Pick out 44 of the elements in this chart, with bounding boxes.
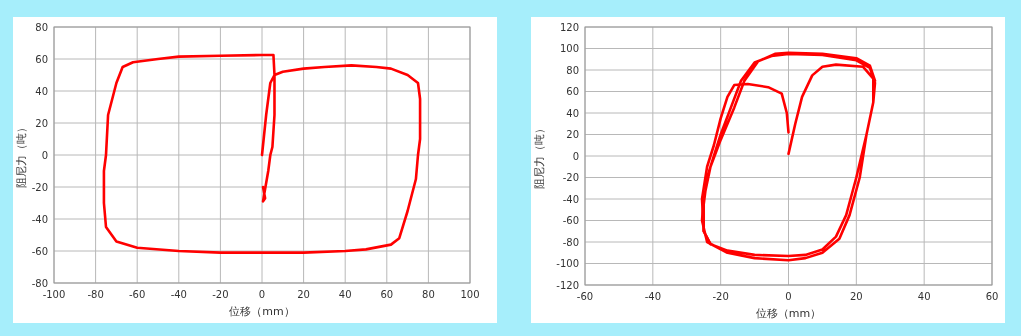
x-tick-label: -40 (644, 291, 662, 302)
x-tick-label: 40 (917, 291, 931, 302)
y-tick-label: -120 (556, 279, 579, 291)
x-tick-label: -40 (170, 289, 187, 300)
x-tick-label: -60 (129, 289, 146, 300)
y-tick-label: -80 (562, 236, 579, 248)
x-tick-label: 60 (380, 289, 394, 300)
x-tick-label: -80 (87, 289, 104, 300)
y-tick-label: -40 (31, 213, 48, 225)
y-tick-label: 80 (566, 64, 579, 76)
y-axis-title: 阻尼力（吨） (15, 122, 28, 188)
x-tick-label: 40 (338, 289, 352, 300)
y-tick-label: 80 (35, 21, 48, 33)
y-tick-label: 40 (35, 85, 48, 97)
y-tick-label: -60 (562, 215, 579, 226)
y-tick-label: 60 (566, 86, 579, 97)
y-tick-label: -40 (562, 193, 579, 205)
y-tick-label: -20 (562, 172, 579, 183)
x-tick-label: 20 (297, 289, 310, 300)
x-tick-label: 80 (422, 289, 435, 300)
x-tick-label: -100 (42, 289, 66, 300)
y-tick-label: 0 (41, 149, 48, 161)
y-tick-label: 20 (35, 117, 48, 129)
y-tick-label: 60 (35, 53, 48, 65)
x-tick-label: 0 (258, 289, 266, 300)
y-tick-label: 40 (566, 107, 579, 119)
y-tick-label: -80 (31, 277, 48, 289)
x-tick-label: 60 (985, 291, 999, 302)
x-tick-label: -20 (212, 289, 229, 300)
x-tick-label: 0 (785, 291, 792, 302)
y-tick-label: 0 (572, 150, 579, 162)
x-axis-title: 位移（mm） (755, 307, 822, 320)
x-tick-label: 20 (849, 291, 863, 302)
y-tick-label: 120 (559, 21, 579, 33)
x-tick-label: 100 (460, 289, 480, 300)
y-tick-label: 20 (566, 129, 579, 140)
y-axis-title: 阻尼力（吨） (533, 123, 546, 189)
y-tick-label: -20 (31, 181, 48, 193)
y-tick-label: -60 (31, 245, 48, 257)
x-tick-label: -60 (576, 291, 594, 302)
y-tick-label: -100 (556, 258, 579, 269)
x-axis-title: 位移（mm） (229, 305, 295, 318)
y-tick-label: 100 (559, 43, 579, 54)
x-tick-label: -20 (712, 291, 729, 302)
